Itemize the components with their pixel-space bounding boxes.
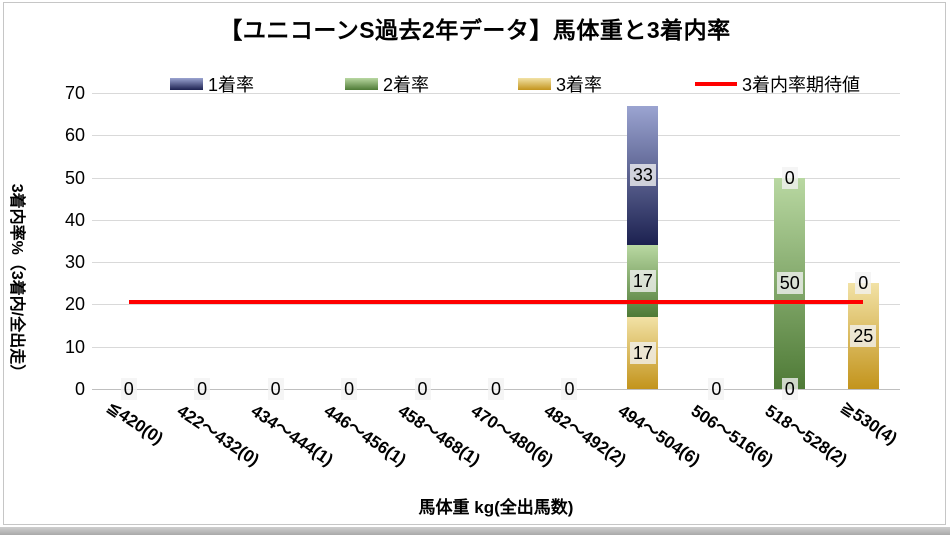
data-label: 0: [414, 378, 431, 400]
gridline: [92, 262, 900, 264]
y-tick-label: 20: [64, 294, 85, 315]
data-label: 0: [781, 167, 798, 189]
data-label: 0: [341, 378, 358, 400]
data-label: 0: [267, 378, 284, 400]
y-tick-label: 40: [64, 209, 85, 230]
x-category-label: 422～432(0): [173, 401, 263, 470]
data-label: 17: [629, 342, 656, 364]
chart-title: 【ユニコーンS過去2年データ】馬体重と3着内率: [219, 17, 731, 43]
gridline: [92, 346, 900, 348]
data-label: 0: [708, 378, 725, 400]
x-axis-title: 馬体重 kg(全出馬数): [418, 498, 574, 517]
data-label: 0: [855, 272, 872, 294]
gridline: [92, 177, 900, 179]
data-label: 17: [629, 270, 656, 292]
data-label: 0: [194, 378, 211, 400]
x-category-label: 506～516(6): [687, 401, 777, 470]
y-tick-label: 10: [64, 336, 85, 357]
data-label: 0: [120, 378, 137, 400]
x-category-label: ≦420(0): [103, 397, 167, 449]
y-tick-label: 60: [64, 125, 85, 146]
y-tick-label: 50: [64, 167, 85, 188]
expected-value-line: [128, 300, 864, 305]
data-label: 0: [561, 378, 578, 400]
data-label: 25: [850, 325, 877, 347]
x-category-label: 446～456(1): [320, 401, 410, 470]
gridline: [92, 219, 900, 221]
y-tick-label: 70: [64, 83, 85, 103]
y-tick-label: 30: [64, 252, 85, 273]
window-edge: [0, 527, 950, 535]
data-label: 0: [781, 378, 798, 400]
gridline: [92, 93, 900, 94]
gridline: [92, 135, 900, 137]
gridline: [92, 304, 900, 306]
data-label: 0: [487, 378, 505, 400]
data-label: 50: [776, 272, 803, 294]
y-tick-label: 0: [74, 379, 85, 399]
data-label: 33: [629, 164, 656, 186]
x-category-label: ≧530(4): [837, 397, 901, 449]
